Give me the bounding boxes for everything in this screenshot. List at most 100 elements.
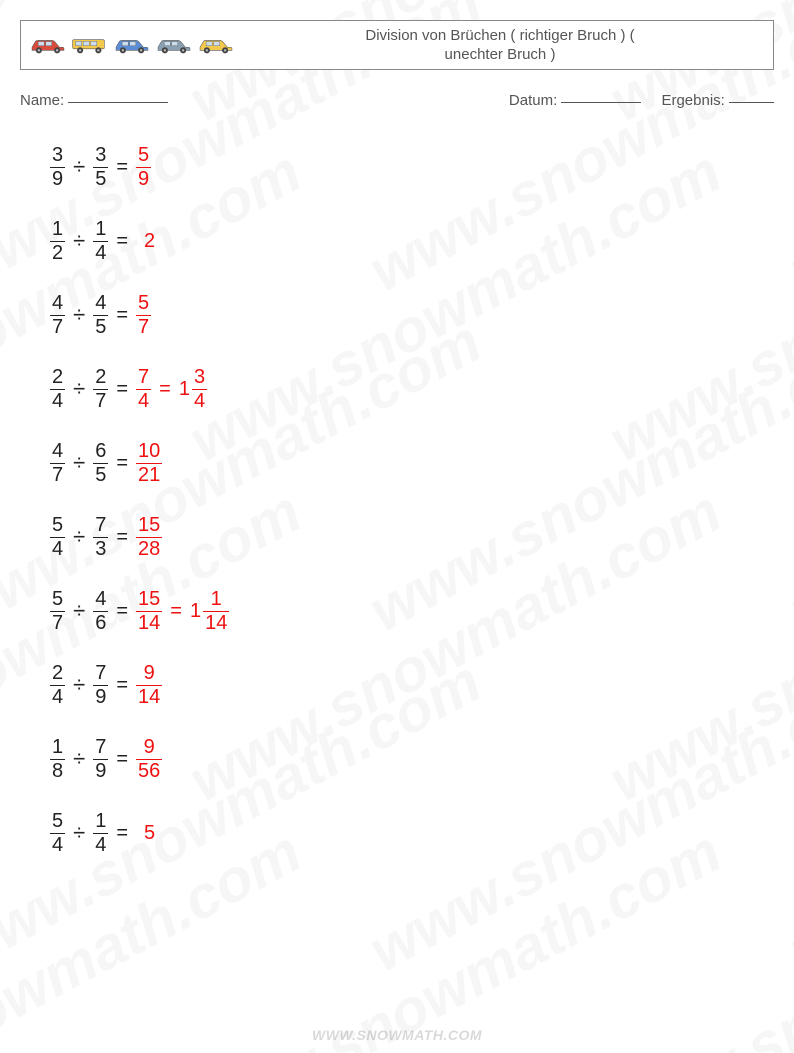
problem-row: 5 4 ÷ 7 3 = 15 28	[50, 500, 744, 574]
mixed-number-answer: 1 3 4	[179, 367, 207, 412]
numerator: 3	[93, 145, 108, 167]
fraction: 6 5	[93, 441, 108, 486]
denominator: 5	[93, 463, 108, 486]
denominator: 4	[136, 389, 151, 412]
equals-sign: =	[108, 600, 136, 623]
equals-sign: =	[108, 822, 136, 845]
denominator: 5	[93, 167, 108, 190]
division-sign: ÷	[65, 302, 93, 328]
name-blank[interactable]	[68, 102, 168, 103]
numerator: 15	[136, 589, 162, 611]
fraction: 4 6	[93, 589, 108, 634]
numerator: 1	[50, 737, 65, 759]
denominator: 8	[50, 759, 65, 782]
result-blank[interactable]	[729, 102, 774, 103]
result-label: Ergebnis:	[661, 92, 724, 109]
fraction: 2 4	[50, 663, 65, 708]
fraction: 5 4	[50, 811, 65, 856]
numerator: 2	[93, 367, 108, 389]
fraction: 9 56	[136, 737, 162, 782]
fraction: 1 4	[93, 219, 108, 264]
denominator: 9	[93, 685, 108, 708]
fraction: 4 5	[93, 293, 108, 338]
car-icons	[29, 35, 235, 55]
diagonal-watermark: www.snowmath.com	[778, 0, 794, 305]
fraction: 7 4	[136, 367, 151, 412]
mixed-whole-part: 1	[190, 600, 203, 623]
numerator: 9	[142, 663, 157, 685]
denominator: 14	[136, 685, 162, 708]
name-label: Name:	[20, 92, 64, 109]
problems-container: 3 9 ÷ 3 5 = 5 9 1 2 ÷ 1 4 =2 4 7 ÷ 4 5 =…	[50, 130, 744, 870]
numerator: 5	[50, 589, 65, 611]
fraction: 7 3	[93, 515, 108, 560]
fraction: 1 4	[93, 811, 108, 856]
denominator: 21	[136, 463, 162, 486]
date-label: Datum:	[509, 92, 557, 109]
fraction: 10 21	[136, 441, 162, 486]
fraction: 5 4	[50, 515, 65, 560]
numerator: 5	[50, 515, 65, 537]
numerator: 1	[93, 219, 108, 241]
fraction: 2 4	[50, 367, 65, 412]
denominator: 4	[50, 389, 65, 412]
fraction: 1 8	[50, 737, 65, 782]
denominator: 28	[136, 537, 162, 560]
denominator: 4	[50, 685, 65, 708]
denominator: 56	[136, 759, 162, 782]
denominator: 9	[136, 167, 151, 190]
date-blank[interactable]	[561, 102, 641, 103]
denominator: 6	[93, 611, 108, 634]
denominator: 2	[50, 241, 65, 264]
fraction: 3 4	[192, 367, 207, 412]
numerator: 9	[142, 737, 157, 759]
numerator: 1	[93, 811, 108, 833]
footer-watermark: WWW.SNOWMATH.COM	[0, 1027, 794, 1043]
problem-row: 5 4 ÷ 1 4 =5	[50, 796, 744, 870]
denominator: 3	[93, 537, 108, 560]
whole-number-answer: 2	[136, 230, 160, 253]
division-sign: ÷	[65, 672, 93, 698]
meta-row: Name: Datum: Ergebnis:	[20, 92, 774, 109]
equals-sign: =	[162, 600, 190, 623]
equals-sign: =	[108, 304, 136, 327]
car-icon	[197, 35, 235, 55]
numerator: 7	[93, 737, 108, 759]
denominator: 4	[192, 389, 207, 412]
numerator: 15	[136, 515, 162, 537]
numerator: 4	[50, 441, 65, 463]
equals-sign: =	[108, 378, 136, 401]
division-sign: ÷	[65, 746, 93, 772]
numerator: 3	[50, 145, 65, 167]
denominator: 4	[50, 833, 65, 856]
equals-sign: =	[151, 378, 179, 401]
car-icon	[29, 35, 67, 55]
numerator: 1	[50, 219, 65, 241]
equals-sign: =	[108, 230, 136, 253]
meta-date: Datum:	[509, 92, 642, 109]
title-line-2: unechter Bruch )	[445, 46, 556, 63]
numerator: 5	[136, 293, 151, 315]
numerator: 7	[93, 663, 108, 685]
denominator: 7	[93, 389, 108, 412]
denominator: 7	[136, 315, 151, 338]
fraction: 4 7	[50, 293, 65, 338]
problem-row: 4 7 ÷ 4 5 = 5 7	[50, 278, 744, 352]
problem-row: 4 7 ÷ 6 5 = 10 21	[50, 426, 744, 500]
car-icon	[155, 35, 193, 55]
fraction: 3 5	[93, 145, 108, 190]
fraction: 4 7	[50, 441, 65, 486]
title-line-1: Division von Brüchen ( richtiger Bruch )…	[365, 27, 634, 44]
car-icon	[113, 35, 151, 55]
denominator: 4	[93, 833, 108, 856]
header-box: Division von Brüchen ( richtiger Bruch )…	[20, 20, 774, 70]
equals-sign: =	[108, 156, 136, 179]
division-sign: ÷	[65, 598, 93, 624]
numerator: 5	[136, 145, 151, 167]
denominator: 4	[93, 241, 108, 264]
division-sign: ÷	[65, 228, 93, 254]
fraction: 5 9	[136, 145, 151, 190]
problem-row: 2 4 ÷ 2 7 = 7 4 = 1 3 4	[50, 352, 744, 426]
denominator: 4	[50, 537, 65, 560]
fraction: 5 7	[136, 293, 151, 338]
